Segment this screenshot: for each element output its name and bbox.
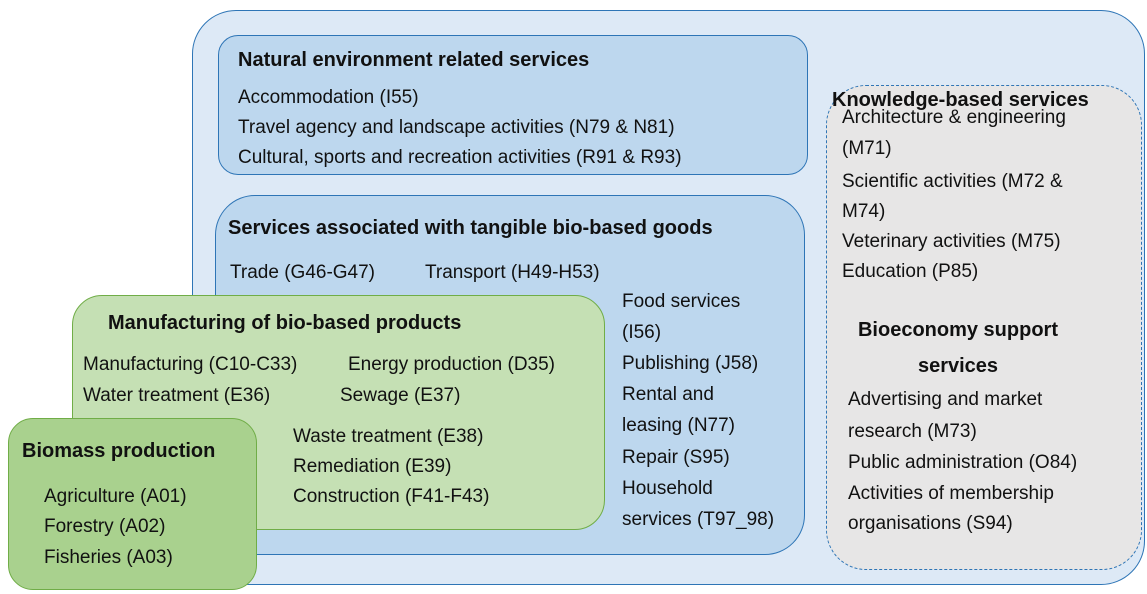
- item-text: research (M73): [848, 421, 977, 442]
- item-text: Fisheries (A03): [44, 547, 173, 568]
- item-text: M74): [842, 201, 886, 222]
- item-text: Forestry (A02): [44, 516, 166, 537]
- item-text: Publishing (J58): [622, 353, 759, 374]
- item-text: Scientific activities (M72 &: [842, 171, 1063, 192]
- group-title: Natural environment related services: [238, 49, 590, 71]
- item-text: Manufacturing (C10-C33): [83, 354, 298, 375]
- item-text: Veterinary activities (M75): [842, 231, 1061, 252]
- biomass-box: [8, 418, 257, 590]
- item-text: Sewage (E37): [340, 385, 461, 406]
- group-title: Biomass production: [22, 440, 216, 462]
- item-text: Travel agency and landscape activities (…: [238, 117, 675, 138]
- item-text: Agriculture (A01): [44, 486, 187, 507]
- item-text: Trade (G46-G47): [230, 262, 376, 283]
- item-text: Activities of membership: [848, 483, 1054, 504]
- item-text: Rental and: [622, 384, 714, 405]
- group-title: Knowledge-based services: [832, 89, 1089, 111]
- item-text: (I56): [622, 322, 662, 343]
- item-text: Cultural, sports and recreation activiti…: [238, 147, 682, 168]
- item-text: Household: [622, 478, 713, 499]
- group-title: services: [917, 355, 999, 377]
- item-text: Public administration (O84): [848, 452, 1078, 473]
- item-text: Remediation (E39): [293, 456, 452, 477]
- item-text: Repair (S95): [622, 447, 730, 468]
- item-text: Food services: [622, 291, 741, 312]
- group-title: Bioeconomy support: [857, 319, 1058, 341]
- item-text: Advertising and market: [848, 389, 1043, 410]
- item-text: organisations (S94): [848, 513, 1013, 534]
- group-title: Services associated with tangible bio-ba…: [228, 217, 713, 239]
- item-text: Construction (F41-F43): [293, 486, 490, 507]
- item-text: Education (P85): [842, 261, 979, 282]
- group-title: Manufacturing of bio-based products: [108, 312, 462, 334]
- item-text: Accommodation (I55): [238, 87, 419, 108]
- item-text: (M71): [842, 138, 892, 159]
- item-text: services (T97_98): [622, 509, 775, 530]
- item-text: Waste treatment (E38): [293, 426, 484, 447]
- item-text: leasing (N77): [622, 415, 735, 436]
- knowledge-box: [826, 85, 1142, 570]
- item-text: Energy production (D35): [348, 354, 555, 375]
- item-text: Water treatment (E36): [83, 385, 271, 406]
- natural-environment-box: [218, 35, 808, 175]
- item-text: Transport (H49-H53): [425, 262, 600, 283]
- item-text: Architecture & engineering: [842, 107, 1066, 128]
